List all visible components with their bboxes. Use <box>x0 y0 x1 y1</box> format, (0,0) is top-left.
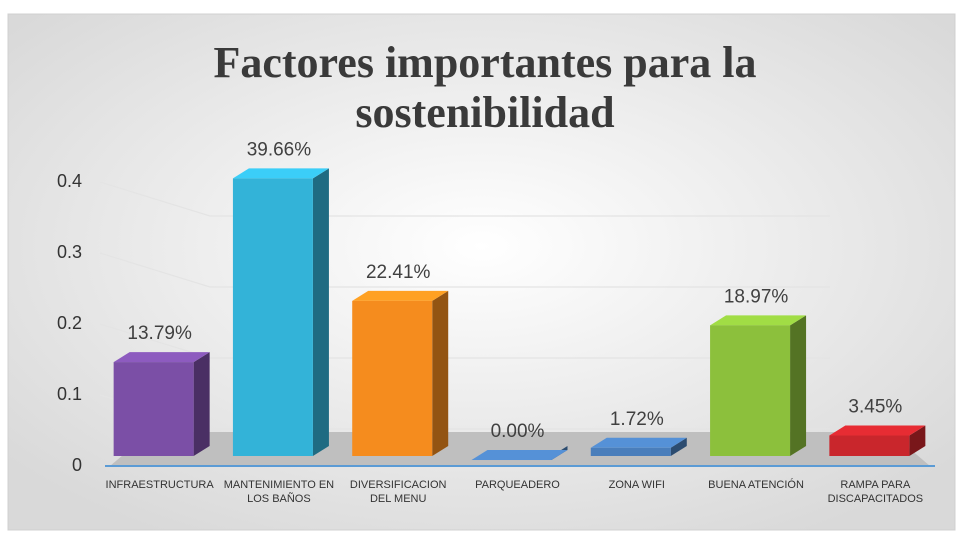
bar-top <box>710 315 807 326</box>
x-tick-label: PARQUEADERO <box>475 479 560 491</box>
bar-top <box>113 352 210 363</box>
y-tick-label: 0 <box>72 455 82 475</box>
bar-top <box>471 450 568 460</box>
data-label: 22.41% <box>366 262 431 283</box>
bar-side <box>432 290 449 456</box>
bar <box>232 178 313 456</box>
data-label: 3.45% <box>848 397 902 418</box>
data-label: 18.97% <box>724 286 789 307</box>
x-tick-label: MANTENIMIENTO EN LOS BAÑOS <box>223 479 335 505</box>
y-tick-label: 0.1 <box>57 384 82 404</box>
x-tick-label: BUENA ATENCIÓN <box>708 479 804 491</box>
bar-side <box>909 425 926 456</box>
bar-side <box>193 352 210 456</box>
x-tick-label: INFRAESTRUCTURA <box>105 479 214 491</box>
grid-line <box>99 323 830 359</box>
x-tick-label: DIVERSIFICACION DEL MENU <box>349 479 447 505</box>
grid-line <box>99 252 830 288</box>
data-label: 13.79% <box>127 323 192 344</box>
bar-side <box>670 437 687 456</box>
data-label: 0.00% <box>491 421 545 442</box>
bar <box>113 362 194 456</box>
x-tick-label: ZONA WIFI <box>608 479 665 491</box>
x-tick-label: RAMPA PARA DISCAPACITADOS <box>827 479 924 505</box>
bar-top <box>590 437 687 448</box>
bar-side <box>790 315 807 456</box>
y-tick-label: 0.3 <box>57 242 82 262</box>
bar <box>590 447 671 456</box>
y-tick-label: 0.4 <box>57 171 82 191</box>
chart-title: Factores importantes para la sostenibili… <box>213 38 757 137</box>
bar-side <box>312 168 329 456</box>
bar-top <box>352 290 449 301</box>
bar-top <box>232 168 329 179</box>
data-label: 39.66% <box>247 139 312 160</box>
bar <box>829 435 910 456</box>
y-tick-label: 0.2 <box>57 313 82 333</box>
bar <box>352 300 433 456</box>
data-label: 1.72% <box>610 409 664 430</box>
bar-top <box>829 425 926 436</box>
grid-line <box>99 181 830 217</box>
bar <box>710 325 791 456</box>
